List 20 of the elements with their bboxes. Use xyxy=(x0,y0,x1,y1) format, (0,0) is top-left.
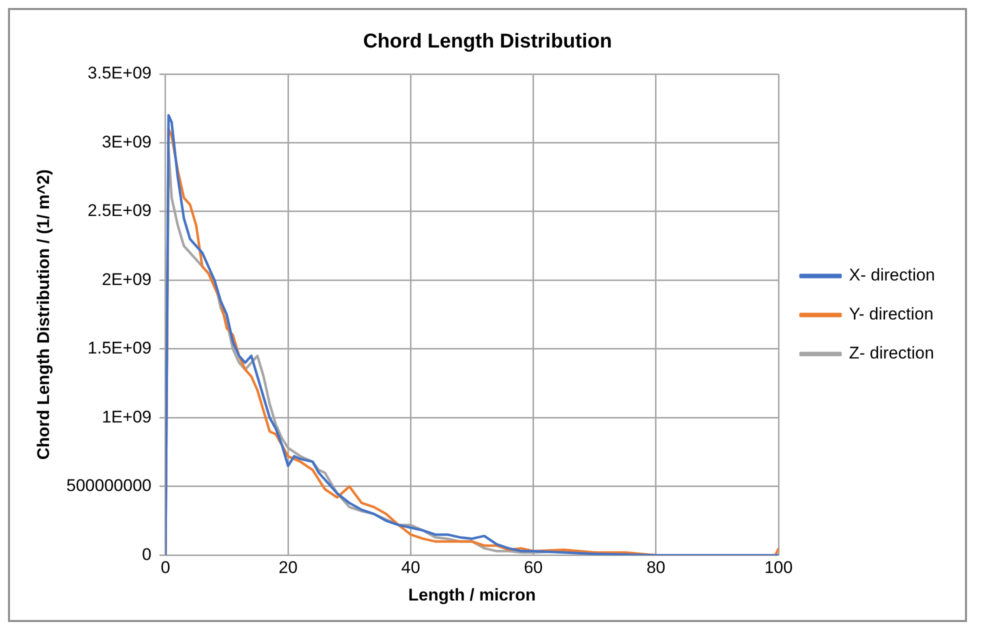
y-tick-label: 1.5E+09 xyxy=(88,338,152,358)
y-tick-label: 2.5E+09 xyxy=(88,201,152,220)
y-tick-label: 2E+09 xyxy=(102,270,152,289)
y-tick-label: 3E+09 xyxy=(102,132,152,152)
legend-label: Z- direction xyxy=(849,344,934,363)
y-tick-label: 500000000 xyxy=(66,476,152,496)
chart-title: Chord Length Distribution xyxy=(363,30,612,53)
y-tick-label: 0 xyxy=(142,544,152,564)
x-tick-label: 100 xyxy=(764,558,793,578)
y-tick-label: 3.5E+09 xyxy=(88,64,152,83)
legend-label: Y- direction xyxy=(849,304,934,324)
x-tick-label: 60 xyxy=(524,558,543,578)
y-axis-title: Chord Length Distribution / (1/ m^2) xyxy=(34,169,53,460)
legend-label: X- direction xyxy=(849,266,936,285)
x-tick-label: 40 xyxy=(401,558,420,578)
y-tick-label: 1E+09 xyxy=(102,407,152,426)
x-tick-label: 80 xyxy=(646,558,666,578)
x-axis-title: Length / micron xyxy=(408,585,536,604)
x-tick-label: 0 xyxy=(160,558,170,578)
x-tick-label: 20 xyxy=(278,558,298,578)
